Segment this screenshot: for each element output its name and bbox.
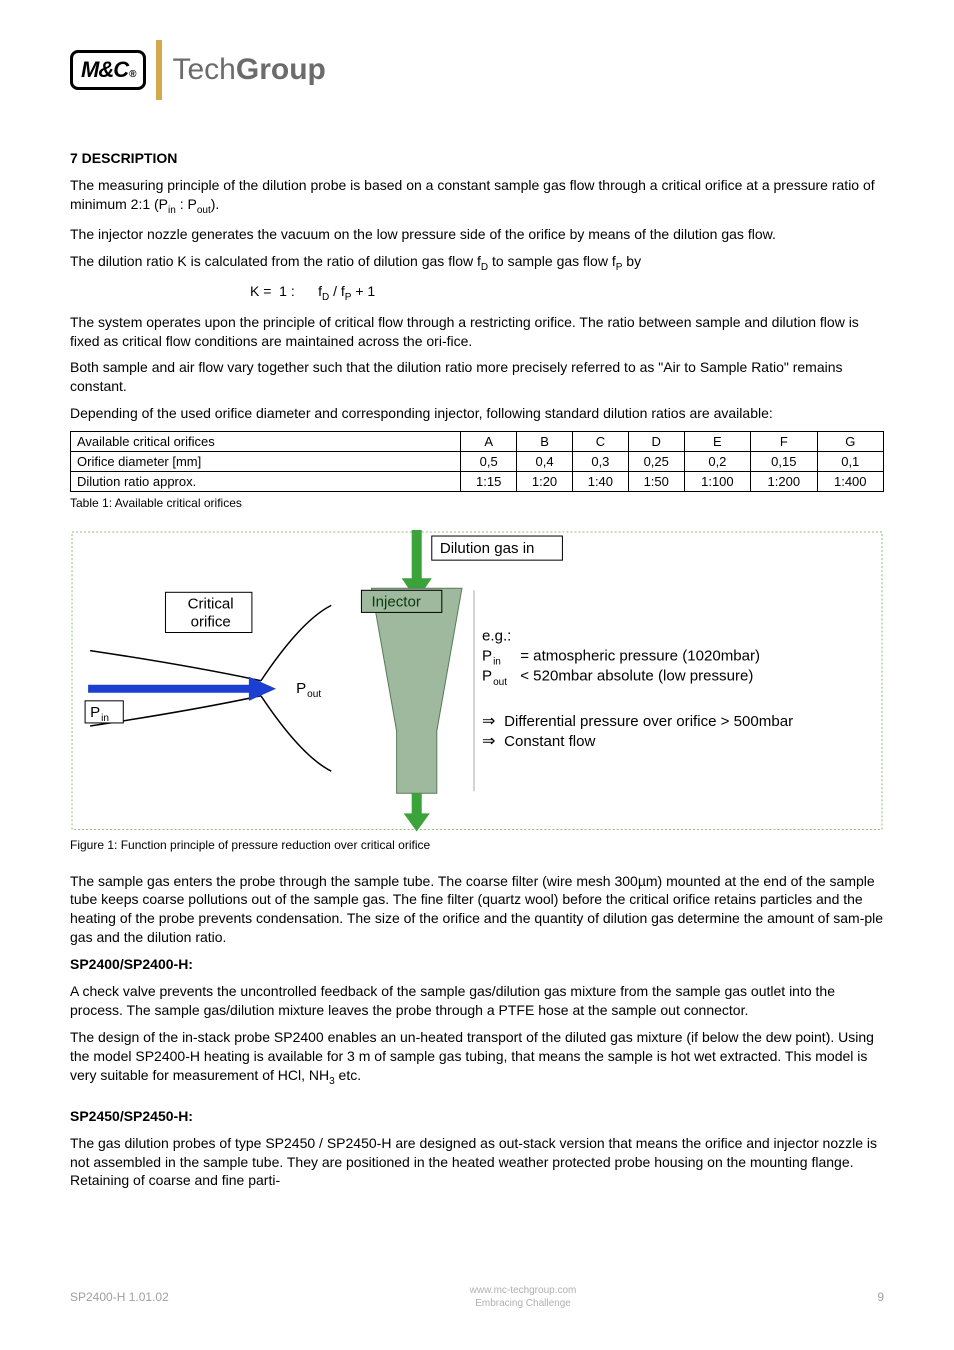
section-heading: 7 DESCRIPTION xyxy=(70,150,884,166)
diagram-label: = atmospheric pressure (1020mbar) xyxy=(520,648,760,665)
table-cell: 0,25 xyxy=(628,452,684,472)
function-diagram: Dilution gas in Injector Critical orific… xyxy=(70,530,884,831)
logo-reg: ® xyxy=(129,69,135,80)
section-body: The measuring principle of the dilution … xyxy=(70,176,884,423)
diagram-label: out xyxy=(493,677,507,688)
table-cell: 1:20 xyxy=(517,472,573,492)
orifice-table: Available critical orifices A B C D E F … xyxy=(70,431,884,492)
paragraph: The injector nozzle generates the vacuum… xyxy=(70,225,884,244)
arrow-icon: ⇒ xyxy=(482,732,495,750)
logo-divider xyxy=(156,40,162,100)
paragraph: Both sample and air flow vary together s… xyxy=(70,358,884,396)
diagram-label: Injector xyxy=(371,593,420,610)
table-cell: 1:100 xyxy=(684,472,750,492)
table-cell: 0,5 xyxy=(461,452,517,472)
table-header: A xyxy=(461,432,517,452)
paragraph: The design of the in-stack probe SP2400 … xyxy=(70,1028,884,1126)
paragraph: The gas dilution probes of type SP2450 /… xyxy=(70,1134,884,1191)
table-header: B xyxy=(517,432,573,452)
paragraph: SP2400/SP2400-H: xyxy=(70,955,884,974)
table-cell: Orifice diameter [mm] xyxy=(71,452,461,472)
diagram-label: Differential pressure over orifice > 500… xyxy=(504,713,793,730)
paragraph: Depending of the used orifice diameter a… xyxy=(70,404,884,423)
table-header: F xyxy=(751,432,817,452)
paragraph: A check valve prevents the uncontrolled … xyxy=(70,982,884,1020)
table-cell: 1:40 xyxy=(572,472,628,492)
table-caption: Table 1: Available critical orifices xyxy=(70,496,884,510)
footer-center: www.mc-techgroup.com Embracing Challenge xyxy=(169,1284,878,1310)
footer-url: www.mc-techgroup.com xyxy=(169,1284,878,1297)
diagram-label: Critical xyxy=(188,596,234,613)
table-cell: 0,4 xyxy=(517,452,573,472)
table-row: Dilution ratio approx. 1:15 1:20 1:40 1:… xyxy=(71,472,884,492)
paragraph: The measuring principle of the dilution … xyxy=(70,176,884,217)
table-header: E xyxy=(684,432,750,452)
diagram-label: in xyxy=(493,657,501,668)
table-cell: 1:15 xyxy=(461,472,517,492)
logo-techgroup: TechGroup xyxy=(172,53,325,87)
page-footer: SP2400-H 1.01.02 www.mc-techgroup.com Em… xyxy=(70,1284,884,1310)
table-cell: 1:400 xyxy=(817,472,883,492)
table-header: D xyxy=(628,432,684,452)
table-cell: 0,1 xyxy=(817,452,883,472)
table-cell: 1:50 xyxy=(628,472,684,492)
footer-tagline: Embracing Challenge xyxy=(169,1297,878,1310)
diagram-label: Constant flow xyxy=(504,733,595,750)
logo-box: M&C® xyxy=(70,50,146,90)
logo-group: Group xyxy=(236,53,326,86)
diagram-label: < 520mbar absolute (low pressure) xyxy=(520,668,753,685)
table-header: C xyxy=(572,432,628,452)
diagram-label: P xyxy=(296,680,306,697)
diagram-label: P xyxy=(482,648,492,665)
paragraph: The dilution ratio K is calculated from … xyxy=(70,252,884,274)
diagram-label: P xyxy=(90,704,100,721)
figure-caption: Figure 1: Function principle of pressure… xyxy=(70,838,884,852)
paragraph: The sample gas enters the probe through … xyxy=(70,872,884,948)
table-cell: 0,3 xyxy=(572,452,628,472)
paragraph: The system operates upon the principle o… xyxy=(70,313,884,351)
formula: K = 1 : fD / fP + 1 xyxy=(250,282,884,304)
arrow-icon: ⇒ xyxy=(482,712,495,730)
diagram-label: e.g.: xyxy=(482,628,511,645)
footer-left: SP2400-H 1.01.02 xyxy=(70,1290,169,1304)
diagram-container: Dilution gas in Injector Critical orific… xyxy=(70,530,884,831)
logo-tech: Tech xyxy=(172,53,235,86)
footer-page-number: 9 xyxy=(877,1290,884,1304)
table-row: Orifice diameter [mm] 0,5 0,4 0,3 0,25 0… xyxy=(71,452,884,472)
diagram-label: orifice xyxy=(191,614,231,631)
table-cell: Dilution ratio approx. xyxy=(71,472,461,492)
table-header: Available critical orifices xyxy=(71,432,461,452)
subheading: SP2400/SP2400-H: xyxy=(70,956,193,972)
diagram-label: out xyxy=(307,689,321,700)
table-cell: 0,2 xyxy=(684,452,750,472)
table-header-row: Available critical orifices A B C D E F … xyxy=(71,432,884,452)
diagram-label: Dilution gas in xyxy=(440,540,535,557)
logo-text-mc: M&C xyxy=(81,57,128,83)
table-header: G xyxy=(817,432,883,452)
logo: M&C® TechGroup xyxy=(70,40,884,100)
diagram-label: in xyxy=(101,713,109,724)
table-cell: 1:200 xyxy=(751,472,817,492)
diagram-label: P xyxy=(482,668,492,685)
table-cell: 0,15 xyxy=(751,452,817,472)
